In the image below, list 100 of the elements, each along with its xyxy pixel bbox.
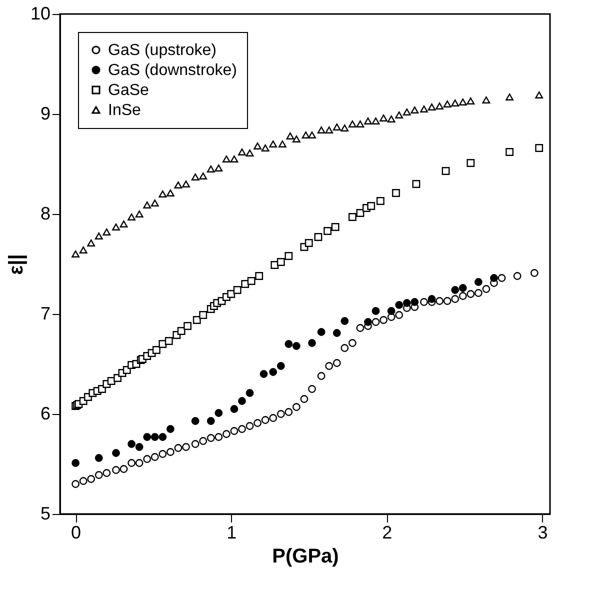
point [458,292,467,300]
point [308,339,316,347]
point [278,140,286,148]
point [304,239,313,247]
point [143,201,152,209]
point [174,181,182,189]
point [498,274,506,282]
point [458,98,467,106]
point [120,465,128,473]
point [166,189,174,197]
point [284,340,293,348]
point [474,278,482,286]
point [436,297,444,305]
point [87,239,96,247]
point [276,362,285,370]
point [308,385,316,393]
point [112,466,120,474]
point [340,124,349,132]
legend-label: GaS (downstroke) [108,62,237,79]
point [238,425,246,433]
y-tick-label: 9 [40,104,50,124]
point [482,285,490,293]
point [182,443,190,451]
point [241,280,250,288]
point [177,327,186,335]
point [230,405,238,413]
point [158,433,167,441]
point [230,427,238,435]
point [79,477,88,485]
point [94,471,103,479]
point [376,197,384,205]
point [158,190,167,198]
point [466,290,475,298]
point [451,99,460,107]
point [206,417,215,425]
y-tick-label: 6 [40,404,50,424]
point [286,132,294,140]
point [174,444,182,452]
point [436,102,444,110]
point [420,298,428,306]
point [135,210,144,218]
point [206,165,215,173]
x-tick-label: 2 [382,522,392,542]
point [199,311,208,319]
x-tick-label: 1 [226,522,237,542]
point [261,144,270,152]
point [102,469,111,477]
point [292,135,300,143]
point [182,180,190,188]
point [308,131,316,139]
point [466,97,475,105]
point [255,272,264,280]
point [206,434,215,442]
point [143,455,152,463]
point [284,252,293,260]
point [412,180,420,188]
point [72,459,80,467]
point [261,416,270,424]
point [395,311,404,319]
point [269,414,278,422]
point [246,149,254,157]
point [238,397,246,405]
point [94,232,103,240]
point [458,284,467,292]
point [506,148,514,156]
point [332,123,341,131]
point [227,290,236,298]
point [428,295,436,303]
point [356,324,364,332]
point [402,299,411,307]
legend-label: GaS (upstroke) [108,42,216,59]
point [135,459,144,467]
point [506,93,514,101]
point [276,410,285,418]
point [164,337,173,345]
point [451,286,460,294]
point [348,339,356,347]
point [233,286,242,294]
point [166,448,174,456]
point [246,389,254,397]
y-tick-label: 10 [30,4,50,24]
point [128,213,136,221]
point [451,295,460,303]
point [340,317,349,325]
point [317,126,326,134]
point [270,261,279,269]
point [120,220,128,228]
point [314,233,322,241]
point [466,159,475,167]
point [254,142,262,150]
point [387,307,396,315]
point [300,395,308,403]
point [128,440,136,448]
point [135,443,144,451]
point [340,344,349,352]
point [191,440,200,448]
point [410,298,419,306]
point [94,454,103,462]
point [158,450,167,458]
y-tick-label: 5 [40,504,50,524]
